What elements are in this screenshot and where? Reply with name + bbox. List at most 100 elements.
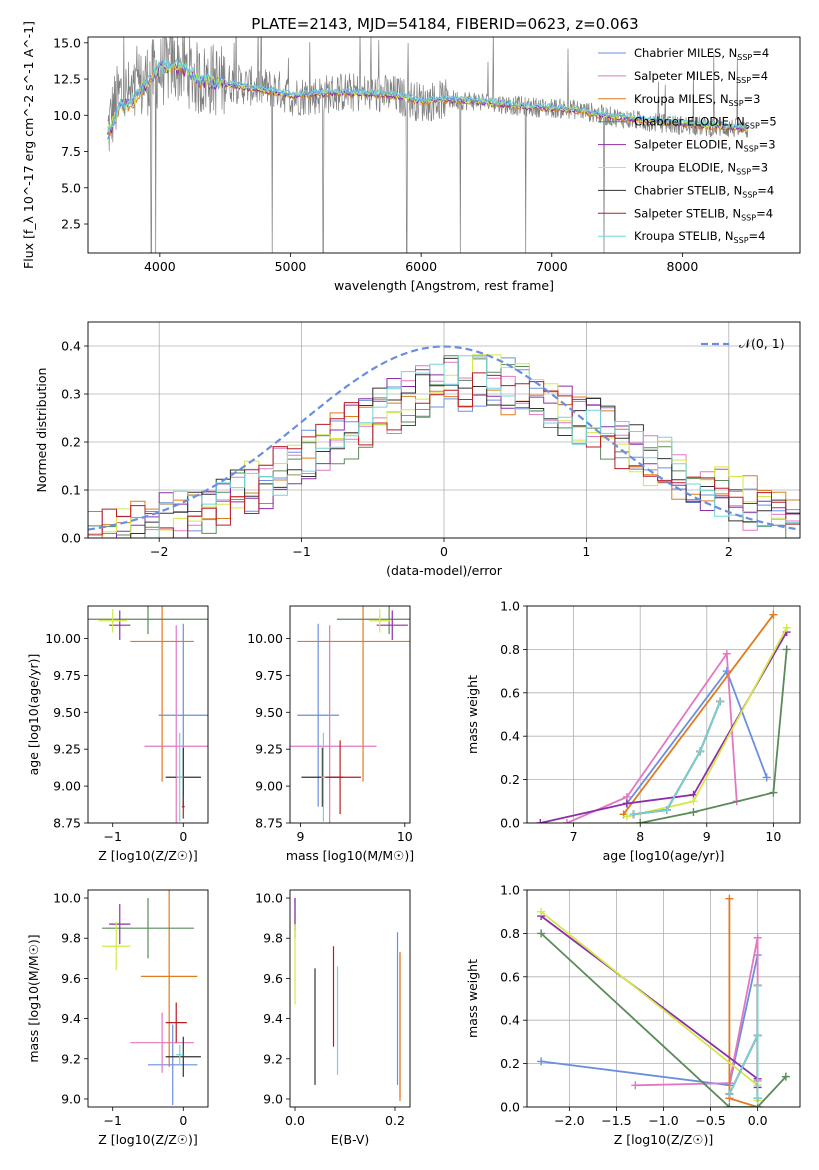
x-axis-label: mass [log10(M/M☉)]	[286, 848, 414, 863]
x-tick-label: −1	[292, 544, 310, 559]
plot-area-residuals	[88, 345, 800, 538]
x-tick-label: 9	[703, 829, 711, 844]
x-axis-label: Z [log10(Z/Z☉)]	[614, 1132, 714, 1147]
plot-area-age_vs_mass	[290, 606, 410, 823]
y-tick-label: 0.0	[61, 531, 81, 546]
y-tick-label: 9.0	[61, 1091, 81, 1106]
panel-age_vs_mass	[286, 638, 406, 827]
series-marker-chabrier_elodie	[537, 929, 546, 938]
y-tick-label: 0.4	[500, 729, 520, 744]
legend-entry-kroupa_elodie: Kroupa ELODIE, NSSP=3	[634, 161, 768, 177]
y-tick-label: 9.25	[255, 742, 283, 757]
y-tick-label: 0.6	[500, 969, 520, 984]
x-tick-label: 5000	[275, 259, 307, 274]
series-line-salpeter_miles	[635, 937, 759, 1087]
y-tick-label: 9.6	[263, 971, 283, 986]
series-marker-kroupa_miles	[725, 894, 734, 903]
series-marker-kroupa_stelib	[662, 805, 671, 814]
model-line-kroupa_stelib	[107, 57, 749, 133]
x-tick-label: 4000	[144, 259, 176, 274]
panel-mass_vs_Z	[84, 897, 184, 1111]
y-tick-label: 0.4	[61, 339, 81, 354]
series-line-chabrier_elodie	[540, 932, 787, 1107]
y-tick-label: 0.0	[500, 1100, 520, 1115]
y-tick-label: 10.0	[255, 891, 283, 906]
y-tick-label: 10.00	[45, 631, 81, 646]
x-tick-label: 7	[570, 829, 578, 844]
y-tick-label: 9.4	[61, 1011, 81, 1026]
series-marker-salpeter_miles	[562, 819, 571, 823]
axes-frame	[526, 889, 801, 1108]
panel-massweight_vs_age	[523, 605, 800, 827]
y-tick-label: 0.1	[61, 483, 81, 498]
y-tick-label: 12.5	[53, 72, 81, 87]
y-tick-label: 2.5	[61, 217, 81, 232]
y-tick-label: 10.0	[53, 891, 81, 906]
series-marker-salpeter_elodie	[622, 799, 631, 808]
series-marker-salpeter_miles	[722, 649, 731, 658]
panel-residuals	[84, 322, 800, 542]
y-axis-label: Normed distribution	[34, 368, 49, 493]
series-marker-chabrier_miles	[537, 1057, 546, 1066]
axes-frame	[87, 36, 801, 254]
legend-entry-kroupa_stelib: Kroupa STELIB, NSSP=4	[634, 229, 765, 245]
panel-spectrum	[84, 42, 683, 257]
y-tick-label: 0.3	[61, 387, 81, 402]
figure-title: PLATE=2143, MJD=54184, FIBERID=0623, z=0…	[251, 15, 638, 33]
x-axis-label: age [log10(age/yr)]	[603, 848, 725, 863]
x-tick-label: 1	[582, 544, 590, 559]
series-marker-kroupa_elodie	[689, 797, 698, 806]
x-axis-label: (data-model)/error	[386, 563, 503, 578]
series-marker-kroupa_stelib	[753, 1031, 762, 1040]
panel-mass_vs_ebv	[286, 897, 396, 1111]
series-marker-chabrier_miles	[722, 667, 731, 676]
series-line-kroupa_miles	[622, 614, 775, 815]
gaussian-curve	[88, 345, 800, 531]
plot-area-massweight_vs_Z	[537, 894, 790, 1107]
series-marker-chabrier_elodie	[636, 819, 645, 823]
series-marker-kroupa_stelib	[716, 697, 725, 706]
x-tick-label: 0.0	[748, 1113, 768, 1128]
y-tick-label: 7.5	[61, 144, 81, 159]
y-tick-label: 1.0	[500, 883, 520, 898]
series-line-chabrier_elodie	[640, 649, 788, 823]
series-line-kroupa_stelib	[633, 701, 721, 816]
x-tick-label: −2.0	[554, 1113, 584, 1128]
hist-chabrier_stelib	[88, 357, 800, 538]
y-tick-label: 9.50	[255, 705, 283, 720]
legend-entry-chabrier_elodie: Chabrier ELODIE, NSSP=5	[634, 115, 777, 131]
x-axis-label: E(B-V)	[331, 1132, 370, 1147]
legend-entry-salpeter_miles: Salpeter MILES, NSSP=4	[634, 69, 768, 85]
series-marker-chabrier_miles	[762, 773, 771, 782]
axes-frame	[87, 321, 801, 539]
x-tick-label: −2	[150, 544, 168, 559]
x-tick-label: −1	[103, 1113, 121, 1128]
y-axis-label: mass weight	[465, 675, 480, 754]
hist-salpeter_stelib	[88, 372, 800, 538]
x-tick-label: −1	[103, 829, 121, 844]
y-axis-label: mass [log10(M/M☉)]	[26, 934, 41, 1062]
y-tick-label: 0.2	[500, 1056, 520, 1071]
y-tick-label: 8.75	[255, 816, 283, 831]
y-tick-label: 9.0	[263, 1091, 283, 1106]
x-tick-label: 8000	[667, 259, 699, 274]
plot-area-age_vs_Z	[88, 606, 208, 823]
y-tick-label: 9.2	[61, 1051, 81, 1066]
x-tick-label: 0	[179, 829, 187, 844]
x-tick-label: 2	[725, 544, 733, 559]
x-tick-label: 0	[440, 544, 448, 559]
y-tick-label: 5.0	[61, 180, 81, 195]
plot-area-mass_vs_ebv	[294, 898, 401, 1101]
plot-area-massweight_vs_age	[536, 610, 791, 823]
axes-frame	[87, 605, 209, 824]
axes-frame	[526, 605, 801, 824]
series-line-chabrier_miles	[626, 669, 768, 805]
x-tick-label: 8	[636, 829, 644, 844]
series-line-salpeter_miles	[566, 651, 738, 823]
y-tick-label: 9.2	[263, 1051, 283, 1066]
series-marker-chabrier_elodie	[769, 788, 778, 797]
y-tick-label: 0.2	[500, 772, 520, 787]
y-tick-label: 9.6	[61, 971, 81, 986]
hist-kroupa_stelib	[88, 355, 800, 538]
y-tick-label: 8.75	[53, 816, 81, 831]
